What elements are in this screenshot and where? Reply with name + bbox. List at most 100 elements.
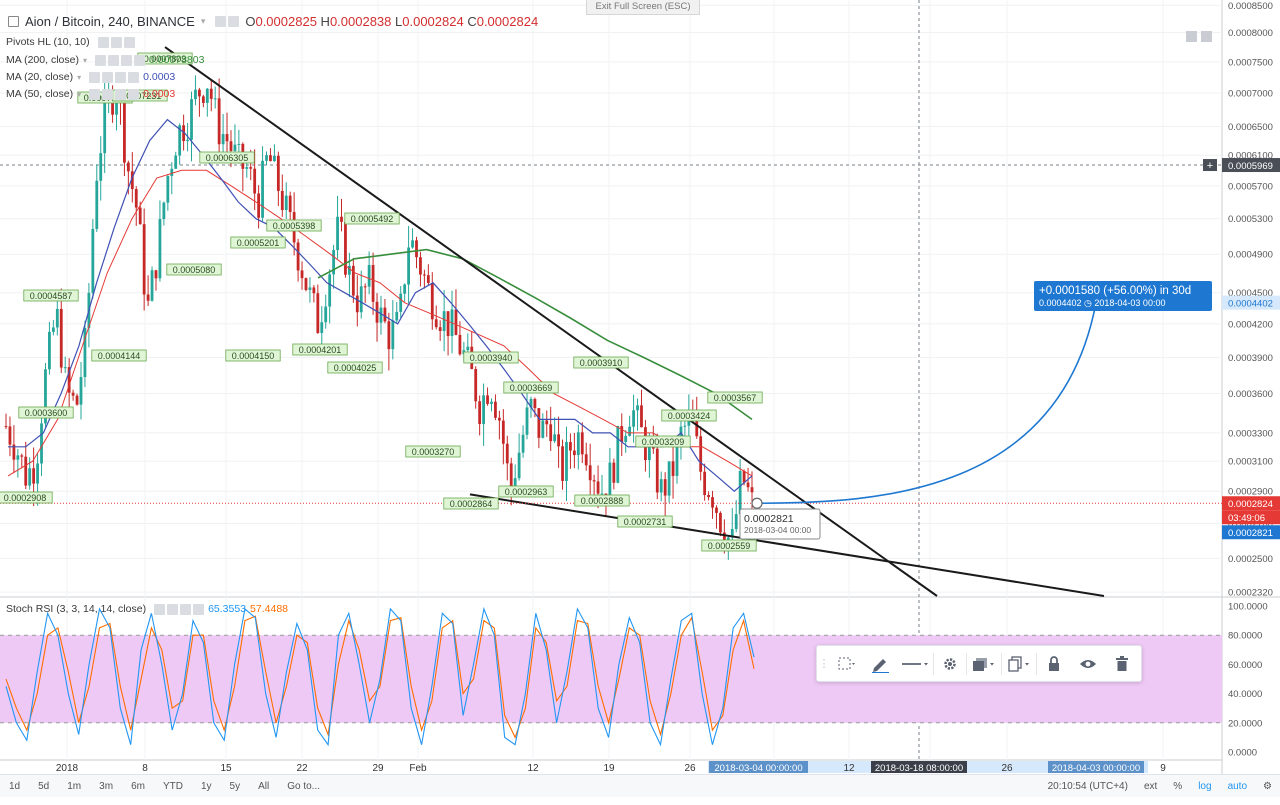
- pivot-high-label: 0.0006305: [206, 153, 249, 163]
- candle-body: [711, 497, 714, 508]
- settings-gear-icon[interactable]: ⚙: [1263, 780, 1272, 792]
- legend-ma200[interactable]: MA (200, close) ▾ 0.00078803: [6, 54, 205, 66]
- eye-icon[interactable]: [1071, 646, 1105, 681]
- timeframe-1d[interactable]: 1d: [9, 780, 21, 792]
- candle-body: [154, 270, 158, 279]
- crosshair-tooltip-price: 0.0002821: [744, 513, 794, 525]
- symbol-actions[interactable]: [215, 16, 240, 27]
- line-style-icon[interactable]: [897, 646, 933, 681]
- lower-trendline: [469, 493, 1105, 597]
- layers-icon[interactable]: [967, 646, 1001, 681]
- candle-body: [675, 440, 679, 476]
- candle-body: [750, 487, 754, 493]
- projection-label: +0.0001580 (+56.00%) in 30d: [1039, 285, 1191, 297]
- drawing-toolbar: ⋮: [816, 645, 1142, 682]
- exit-fullscreen-button[interactable]: Exit Full Screen (ESC): [586, 0, 700, 15]
- ma50-actions[interactable]: [89, 88, 140, 100]
- candle-body: [557, 434, 560, 447]
- ma50-line: [7, 169, 753, 477]
- candle-body: [123, 102, 126, 163]
- lock-icon[interactable]: [1037, 646, 1071, 681]
- candle-body: [142, 224, 146, 295]
- pivots-actions[interactable]: [97, 36, 135, 48]
- pivot-high-box: [661, 409, 717, 422]
- candle-body: [517, 452, 521, 479]
- price-tick-label: 0.0007500: [1228, 57, 1273, 68]
- candle-body: [442, 311, 446, 332]
- timeframe-3m[interactable]: 3m: [99, 780, 114, 792]
- ma200-value: 0.00078803: [148, 54, 205, 66]
- dropdown-caret-icon[interactable]: ▾: [200, 16, 206, 26]
- time-tick-label: 12: [843, 763, 855, 774]
- candle-body: [115, 99, 118, 115]
- candle-body: [130, 171, 134, 190]
- stoch-actions[interactable]: [154, 603, 205, 615]
- candle-body: [699, 436, 703, 472]
- trash-icon[interactable]: [1105, 646, 1139, 681]
- clock[interactable]: 20:10:54 (UTC+4): [1047, 780, 1128, 792]
- candle-body: [336, 216, 339, 251]
- price-tick-label: 0.0003900: [1228, 353, 1273, 364]
- candle-body: [146, 294, 150, 301]
- pivot-high-label: 0.0007803: [144, 54, 187, 64]
- ma20-actions[interactable]: [89, 71, 140, 83]
- candle-body: [719, 512, 722, 533]
- pivot-low-box: [91, 349, 147, 362]
- candle-body: [138, 207, 142, 225]
- pivot-low-box: [225, 349, 281, 362]
- goto-button[interactable]: Go to...: [287, 780, 321, 792]
- projection-sublabel: 0.0004402 ◷ 2018-04-03 00:00: [1039, 298, 1165, 308]
- candle-body: [363, 286, 367, 288]
- candle-body: [640, 405, 643, 428]
- ma200-actions[interactable]: [94, 54, 145, 66]
- date-marker-box: [1048, 761, 1144, 773]
- timeframe-all[interactable]: All: [258, 780, 270, 792]
- candle-body: [91, 228, 95, 293]
- pencil-icon[interactable]: [863, 646, 897, 681]
- collapse-icon[interactable]: [8, 16, 19, 27]
- timeframe-1m[interactable]: 1m: [67, 780, 82, 792]
- candle-body: [67, 367, 71, 393]
- candle-body: [170, 168, 174, 177]
- auto-toggle[interactable]: auto: [1227, 780, 1248, 792]
- ext-toggle[interactable]: ext: [1143, 780, 1158, 792]
- timeframe-6m[interactable]: 6m: [131, 780, 145, 792]
- legend-stoch-rsi[interactable]: Stoch RSI (3, 3, 14, 14, close) 65.3553 …: [6, 603, 289, 615]
- candle-body: [75, 395, 79, 405]
- candle-body: [434, 319, 438, 328]
- crosshair-tooltip: [739, 508, 821, 540]
- gear-icon[interactable]: [934, 646, 966, 681]
- percent-toggle[interactable]: %: [1173, 780, 1183, 792]
- log-toggle[interactable]: log: [1198, 780, 1212, 792]
- candle-body: [55, 308, 59, 328]
- candle-body: [300, 270, 304, 279]
- symbol-title[interactable]: Aion / Bitcoin, 240, BINANCE: [25, 14, 195, 29]
- candle-body: [541, 420, 545, 438]
- timeframe-5y[interactable]: 5y: [229, 780, 241, 792]
- select-icon[interactable]: [831, 646, 863, 681]
- legend-pivots[interactable]: Pivots HL (10, 10): [6, 36, 135, 48]
- legend-ma20[interactable]: MA (20, close) ▾ 0.0003: [6, 71, 176, 83]
- price-tick-label: 0.0006100: [1228, 151, 1273, 162]
- candle-body: [20, 455, 24, 457]
- legend-ma50[interactable]: MA (50, close) ▾ 0.0003: [6, 88, 176, 100]
- candle-body: [213, 98, 217, 100]
- candle-body: [205, 88, 209, 103]
- candle-body: [620, 426, 624, 442]
- time-tick-label: 15: [220, 763, 232, 774]
- candle-body: [422, 274, 426, 276]
- clone-icon[interactable]: [1002, 646, 1036, 681]
- candle-body: [24, 456, 28, 486]
- timeframe-5d[interactable]: 5d: [38, 780, 50, 792]
- candle-body: [501, 420, 505, 444]
- candle-body: [490, 401, 493, 404]
- timeframe-ytd[interactable]: YTD: [162, 780, 183, 792]
- time-tick-label: 9: [1160, 763, 1166, 774]
- candle-body: [399, 293, 403, 312]
- candle-body: [371, 264, 375, 302]
- drag-handle-icon[interactable]: ⋮: [818, 658, 830, 670]
- candle-body: [312, 287, 316, 294]
- timeframe-1y[interactable]: 1y: [200, 780, 212, 792]
